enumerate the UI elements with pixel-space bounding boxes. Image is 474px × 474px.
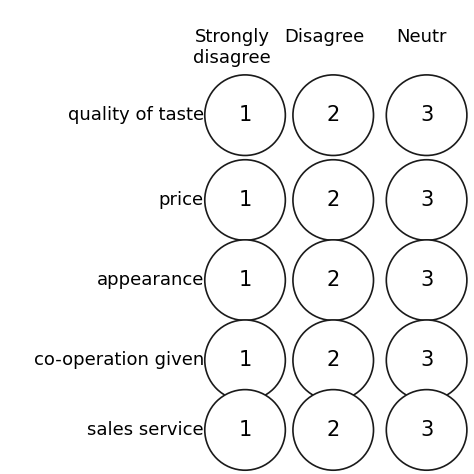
Circle shape: [293, 240, 374, 320]
Text: Strongly
disagree: Strongly disagree: [193, 28, 271, 67]
Circle shape: [386, 320, 467, 401]
Text: sales service: sales service: [87, 421, 204, 439]
Text: 2: 2: [327, 105, 340, 125]
Text: appearance: appearance: [96, 271, 204, 289]
Text: 1: 1: [238, 420, 252, 440]
Text: 2: 2: [327, 190, 340, 210]
Text: 2: 2: [327, 420, 340, 440]
Text: 1: 1: [238, 350, 252, 370]
Text: 1: 1: [238, 105, 252, 125]
Text: quality of taste: quality of taste: [68, 106, 204, 124]
Circle shape: [293, 320, 374, 401]
Text: Disagree: Disagree: [284, 28, 365, 46]
Circle shape: [386, 160, 467, 240]
Text: 2: 2: [327, 270, 340, 290]
Text: 1: 1: [238, 190, 252, 210]
Circle shape: [205, 240, 285, 320]
Text: 3: 3: [420, 105, 433, 125]
Text: 2: 2: [327, 350, 340, 370]
Circle shape: [205, 160, 285, 240]
Text: 3: 3: [420, 420, 433, 440]
Text: co-operation given: co-operation given: [34, 351, 204, 369]
Circle shape: [293, 390, 374, 470]
Text: price: price: [159, 191, 204, 209]
Circle shape: [386, 240, 467, 320]
Circle shape: [386, 75, 467, 155]
Circle shape: [293, 160, 374, 240]
Text: 3: 3: [420, 190, 433, 210]
Text: 1: 1: [238, 270, 252, 290]
Circle shape: [205, 390, 285, 470]
Circle shape: [293, 75, 374, 155]
Text: Neutr: Neutr: [397, 28, 447, 46]
Text: 3: 3: [420, 350, 433, 370]
Text: 3: 3: [420, 270, 433, 290]
Circle shape: [205, 320, 285, 401]
Circle shape: [386, 390, 467, 470]
Circle shape: [205, 75, 285, 155]
